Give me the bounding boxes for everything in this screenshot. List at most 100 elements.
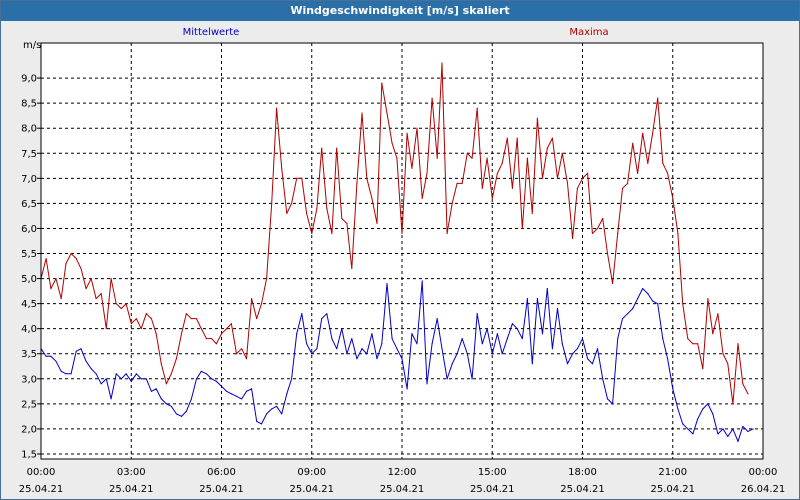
data-point-mittelwerte (286, 393, 288, 395)
data-point-mittelwerte (90, 368, 92, 370)
data-point-mittelwerte (351, 338, 353, 340)
data-point-mittelwerte (606, 398, 609, 400)
data-point-maxima (165, 383, 167, 385)
data-point-mittelwerte (647, 293, 649, 295)
data-point-maxima (205, 338, 208, 340)
data-point-mittelwerte (426, 383, 428, 385)
y-tick-label: 4,0 (21, 324, 37, 335)
data-point-mittelwerte (637, 298, 639, 300)
data-point-mittelwerte (60, 370, 62, 372)
data-point-maxima (346, 222, 348, 224)
data-point-mittelwerte (200, 370, 202, 372)
data-point-maxima (526, 157, 529, 159)
data-point-mittelwerte (331, 338, 333, 340)
data-point-maxima (356, 182, 358, 184)
data-point-maxima (266, 278, 268, 280)
data-point-maxima (170, 373, 172, 375)
data-point-maxima (612, 282, 614, 285)
data-point-maxima (120, 308, 122, 310)
data-point-mittelwerte (677, 408, 679, 410)
data-point-mittelwerte (471, 378, 473, 380)
data-point-mittelwerte (125, 373, 127, 375)
data-point-maxima (406, 132, 408, 134)
data-point-maxima (446, 232, 448, 235)
data-point-maxima (150, 318, 152, 320)
data-point-mittelwerte (75, 350, 77, 352)
data-point-maxima (70, 252, 72, 255)
data-point-maxima (401, 232, 403, 235)
data-point-maxima (100, 293, 102, 295)
x-tick-time: 00:00 (749, 467, 778, 478)
data-point-mittelwerte (441, 348, 443, 350)
data-point-maxima (185, 313, 187, 315)
data-point-maxima (55, 278, 57, 280)
data-point-maxima (531, 212, 533, 214)
data-point-mittelwerte (226, 390, 228, 392)
data-point-maxima (256, 318, 258, 320)
data-point-mittelwerte (446, 378, 448, 380)
data-point-mittelwerte (436, 318, 438, 320)
data-point-maxima (80, 267, 82, 270)
data-point-mittelwerte (496, 333, 498, 335)
legend-mittelwerte: Mittelwerte (183, 27, 240, 38)
data-point-maxima (396, 157, 398, 159)
data-point-maxima (476, 107, 478, 109)
data-point-mittelwerte (401, 358, 403, 360)
data-point-mittelwerte (737, 440, 739, 443)
data-point-maxima (556, 177, 559, 179)
data-point-maxima (596, 227, 599, 230)
data-point-maxima (281, 167, 283, 169)
data-point-maxima (95, 298, 97, 300)
data-point-maxima (712, 333, 714, 335)
data-point-mittelwerte (376, 358, 378, 360)
plot-area (41, 43, 763, 459)
data-point-mittelwerte (516, 328, 518, 330)
x-tick-date: 25.04.21 (199, 484, 244, 495)
data-point-mittelwerte (722, 428, 724, 430)
data-point-mittelwerte (476, 313, 478, 315)
data-point-maxima (747, 393, 749, 395)
data-point-mittelwerte (80, 348, 82, 350)
data-point-mittelwerte (241, 398, 243, 400)
data-point-maxima (602, 217, 604, 220)
data-point-maxima (632, 142, 634, 144)
legend-maxima: Maxima (569, 27, 608, 38)
data-point-maxima (215, 343, 217, 345)
x-tick-date: 25.04.21 (380, 484, 425, 495)
data-point-maxima (241, 348, 243, 350)
data-point-mittelwerte (712, 413, 714, 415)
data-point-maxima (697, 343, 699, 345)
data-point-mittelwerte (230, 393, 232, 395)
series-mittelwerte (40, 280, 754, 443)
data-point-mittelwerte (100, 383, 102, 385)
data-point-mittelwerte (205, 373, 208, 375)
x-tick-date: 25.04.21 (289, 484, 334, 495)
data-point-maxima (226, 328, 228, 330)
data-point-mittelwerte (456, 353, 458, 355)
y-tick-label: 1,5 (21, 450, 37, 461)
data-point-maxima (587, 172, 589, 174)
data-point-maxima (436, 157, 438, 159)
data-point-maxima (311, 232, 313, 235)
data-point-maxima (451, 202, 453, 204)
data-point-maxima (306, 212, 308, 214)
x-tick-time: 18:00 (568, 467, 597, 478)
data-point-mittelwerte (140, 378, 142, 380)
data-point-maxima (65, 262, 67, 265)
data-point-mittelwerte (276, 405, 278, 407)
data-point-mittelwerte (366, 353, 368, 355)
data-point-mittelwerte (195, 378, 198, 380)
data-point-mittelwerte (245, 390, 248, 392)
data-point-mittelwerte (336, 348, 338, 350)
data-point-maxima (426, 172, 428, 174)
data-point-maxima (456, 182, 458, 184)
data-point-mittelwerte (431, 343, 433, 345)
data-point-maxima (336, 147, 338, 149)
data-point-mittelwerte (732, 428, 734, 430)
y-tick-label: 3,5 (21, 349, 37, 360)
data-point-mittelwerte (185, 410, 187, 412)
data-point-mittelwerte (150, 390, 152, 392)
data-point-maxima (105, 328, 107, 330)
data-point-maxima (260, 303, 263, 305)
